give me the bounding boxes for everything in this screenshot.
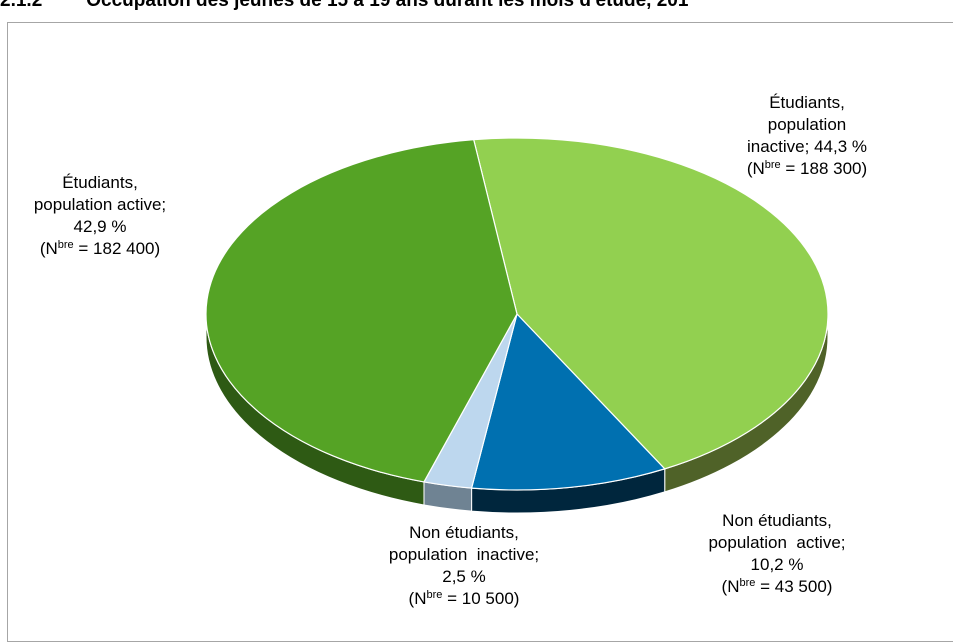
pie-slices — [205, 137, 829, 491]
data-label-0: Étudiants, population inactive; 44,3 % (Nbr… — [747, 93, 867, 178]
data-label-1: Non étudiants, population active; 10,2 % (N… — [708, 511, 845, 596]
data-label-line: Étudiants, — [62, 173, 138, 192]
data-label-3: Étudiants, population active; 42,9 % (Nbre … — [34, 173, 166, 258]
data-label-line: 2,5 % — [442, 567, 485, 586]
data-label-line: Non étudiants, — [409, 523, 519, 542]
data-label-count: (Nbre = 43 500) — [722, 577, 833, 596]
data-label-line: Non étudiants, — [722, 511, 832, 530]
chart-title: 2.1.2 Occupation des jeunes de 15 à 19 an… — [0, 0, 953, 16]
data-label-count: (Nbre = 188 300) — [747, 159, 867, 178]
pie-slice-1 — [470, 312, 666, 491]
data-labels: Étudiants, population inactive; 44,3 % (Nbr… — [34, 93, 867, 608]
figure-number: 2.1.2 — [0, 0, 43, 11]
data-label-line: population inactive; — [389, 545, 539, 564]
data-label-count: (Nbre = 182 400) — [40, 239, 160, 258]
pie-slice-0 — [472, 137, 829, 470]
data-label-line: Étudiants, — [769, 93, 845, 112]
data-label-line: 10,2 % — [751, 555, 804, 574]
data-label-line: 42,9 % — [74, 217, 127, 236]
data-label-count: (Nbre = 10 500) — [409, 589, 520, 608]
pie-slice-3 — [205, 139, 518, 483]
data-label-line: population — [768, 115, 846, 134]
figure-title: Occupation des jeunes de 15 à 19 ans dur… — [86, 0, 689, 11]
data-label-2: Non étudiants, population inactive; 2,5 % (… — [389, 523, 539, 608]
data-label-line: inactive; 44,3 % — [747, 137, 867, 156]
data-label-line: population active; — [34, 195, 166, 214]
pie-sides — [205, 313, 829, 514]
data-label-line: population active; — [708, 533, 845, 552]
